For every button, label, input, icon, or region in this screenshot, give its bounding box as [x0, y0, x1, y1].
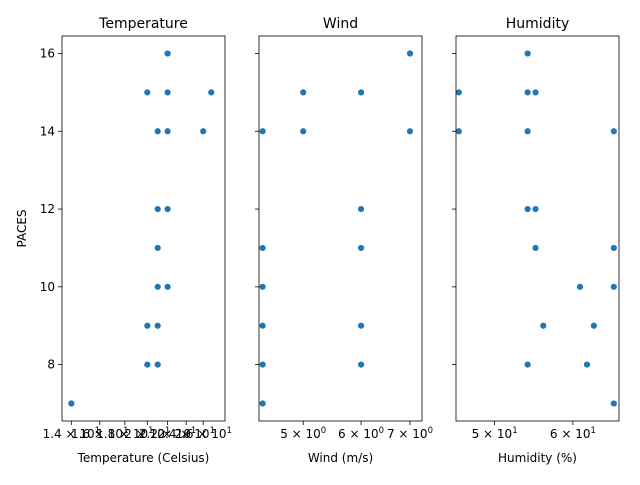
- data-point: [523, 127, 532, 135]
- data-point: [154, 127, 162, 135]
- data-point: [610, 127, 618, 135]
- data-point: [406, 49, 414, 58]
- data-point: [258, 360, 267, 369]
- data-point: [154, 205, 162, 213]
- data-point: [67, 399, 76, 408]
- x-tick-label: 1.8 × 101: [96, 426, 153, 441]
- x-tick-label: 5 × 100: [280, 426, 326, 441]
- data-point: [154, 322, 162, 330]
- data-point: [357, 360, 365, 369]
- y-tick-label: 14: [40, 124, 55, 138]
- data-point: [455, 88, 463, 97]
- x-tick-label: 1.4 × 101: [43, 426, 100, 441]
- data-point: [357, 322, 365, 330]
- data-point: [610, 399, 618, 408]
- y-tick-label: 10: [40, 280, 55, 294]
- x-tick-label: 6 × 100: [338, 426, 384, 441]
- data-point: [258, 127, 267, 135]
- data-point: [163, 283, 172, 291]
- axes-frame: [258, 35, 423, 422]
- data-point: [143, 322, 152, 330]
- data-point: [531, 244, 540, 252]
- y-tick-label: 12: [40, 202, 55, 216]
- subplot-3: Humidity 5 × 101 6 × 101 Humidity (%): [452, 16, 620, 465]
- data-point: [163, 49, 172, 58]
- data-point: [143, 360, 152, 369]
- data-point: [154, 283, 162, 291]
- x-tick-label: 2.4 × 101: [157, 426, 214, 441]
- axes-frame: [61, 35, 226, 422]
- data-point: [258, 399, 267, 408]
- data-point: [207, 88, 215, 97]
- y-tick-label: 8: [47, 358, 55, 372]
- data-point: [143, 88, 152, 97]
- data-point: [258, 283, 267, 291]
- data-point: [610, 244, 618, 252]
- data-point: [531, 88, 540, 97]
- data-point: [163, 88, 172, 97]
- data-point: [299, 88, 307, 97]
- data-point: [590, 322, 598, 330]
- x-tick-label: 2.2 × 101: [139, 426, 196, 441]
- x-axis-label: Humidity (%): [498, 451, 577, 465]
- x-tick-label: 7 × 100: [387, 426, 433, 441]
- data-point: [154, 244, 162, 252]
- data-point: [163, 127, 172, 135]
- x-axis-label: Temperature (Celsius): [77, 451, 210, 465]
- data-point: [583, 360, 591, 369]
- data-point: [610, 283, 618, 291]
- x-axis-label: Wind (m/s): [308, 451, 373, 465]
- subplot-title: Humidity: [506, 16, 569, 32]
- data-point: [357, 205, 365, 213]
- subplot-title: Temperature: [98, 16, 188, 32]
- x-tick-label: 5 × 101: [472, 426, 518, 441]
- data-point: [299, 127, 307, 135]
- data-point: [357, 88, 365, 97]
- x-tick-label: 1.6 × 101: [71, 426, 128, 441]
- subplot-2: Wind 5 × 100 6 × 100 7 × 100 Wind (m/s): [255, 16, 433, 465]
- data-point: [163, 205, 172, 213]
- data-point: [455, 127, 463, 135]
- x-tick-label: 6 × 101: [550, 426, 596, 441]
- data-point: [576, 283, 584, 291]
- data-point: [258, 322, 267, 330]
- x-tick-label: 2 × 101: [124, 426, 170, 441]
- data-point: [523, 360, 532, 369]
- data-point: [523, 205, 532, 213]
- data-point: [406, 127, 414, 135]
- data-point: [531, 205, 540, 213]
- data-point: [523, 88, 532, 97]
- data-point: [258, 244, 267, 252]
- axes-frame: [455, 35, 620, 422]
- data-point: [523, 49, 532, 58]
- y-axis-label: PACES: [15, 209, 29, 247]
- y-tick-label: 16: [40, 47, 55, 61]
- data-point: [199, 127, 207, 135]
- x-tick-label: 2.6 × 101: [174, 426, 231, 441]
- data-point: [154, 360, 162, 369]
- subplot-title: Wind: [323, 16, 358, 32]
- data-point: [357, 244, 365, 252]
- data-point: [539, 322, 547, 330]
